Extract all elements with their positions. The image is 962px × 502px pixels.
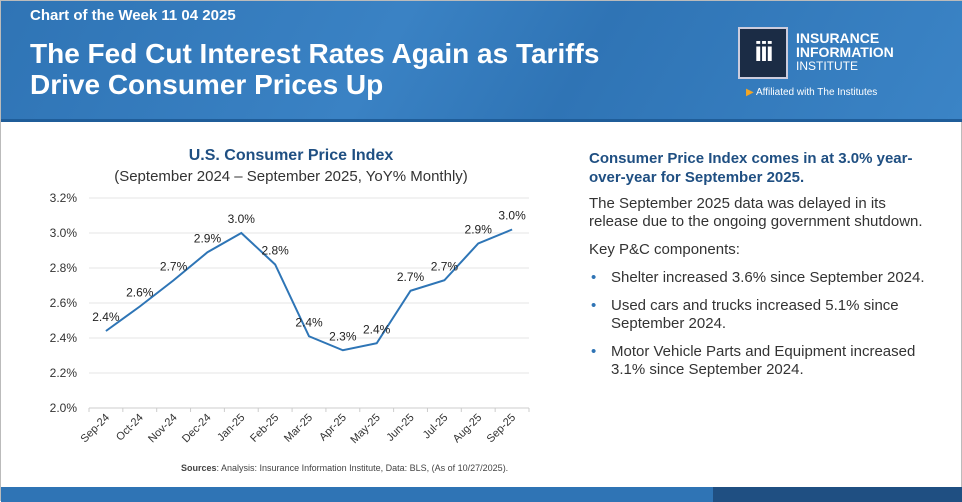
data-label: 2.6% (126, 286, 154, 300)
data-label: 2.7% (431, 259, 459, 273)
source-text: : Analysis: Insurance Information Instit… (217, 463, 509, 473)
y-tick-label: 2.0% (50, 401, 78, 415)
commentary-heading: Consumer Price Index comes in at 3.0% ye… (589, 149, 934, 187)
x-tick-label: Mar-25 (282, 412, 315, 445)
y-tick-label: 2.2% (50, 366, 78, 380)
page-title: The Fed Cut Interest Rates Again as Tari… (30, 38, 630, 100)
bullet-item: Motor Vehicle Parts and Equipment increa… (589, 343, 934, 379)
source-label: Sources (181, 463, 217, 473)
data-label: 3.0% (498, 209, 526, 223)
logo-line2: INFORMATION (796, 45, 894, 59)
data-label: 2.4% (295, 315, 323, 329)
x-tick-label: Oct-24 (114, 412, 146, 444)
data-label: 2.9% (194, 231, 222, 245)
data-label: 2.8% (261, 244, 289, 258)
week-label: Chart of the Week 11 04 2025 (30, 7, 236, 24)
iii-logo-icon: iii (738, 27, 788, 79)
x-tick-label: Jan-25 (215, 412, 247, 444)
logo-line1: INSURANCE (796, 31, 894, 45)
x-tick-label: Aug-25 (451, 412, 485, 446)
x-tick-label: Sep-24 (78, 412, 112, 446)
x-tick-label: May-25 (348, 412, 382, 446)
affiliation-text: Affiliated with The Institutes (756, 87, 877, 98)
data-label: 3.0% (228, 212, 256, 226)
institutes-arrow-icon: ▶ (746, 87, 754, 98)
y-tick-label: 3.0% (50, 226, 78, 240)
cpi-series-line (106, 230, 512, 351)
commentary-paragraph: The September 2025 data was delayed in i… (589, 195, 934, 231)
commentary-panel: Consumer Price Index comes in at 3.0% ye… (589, 149, 934, 389)
source-note: Sources: Analysis: Insurance Information… (181, 463, 508, 473)
footer-accent (713, 487, 962, 502)
chart-title: U.S. Consumer Price Index (1, 147, 581, 165)
x-tick-label: Dec-24 (180, 412, 214, 446)
data-label: 2.7% (160, 259, 188, 273)
logo-text: INSURANCE INFORMATION INSTITUTE (796, 31, 894, 73)
y-tick-label: 3.2% (50, 191, 78, 205)
logo-line3: INSTITUTE (796, 59, 894, 73)
x-tick-label: Nov-24 (146, 412, 180, 446)
bullet-item: Used cars and trucks increased 5.1% sinc… (589, 297, 934, 333)
bullet-list: Shelter increased 3.6% since September 2… (589, 269, 934, 379)
y-tick-label: 2.4% (50, 331, 78, 345)
y-tick-label: 2.8% (50, 261, 78, 275)
data-label: 2.9% (465, 223, 493, 237)
affiliation: ▶ Affiliated with The Institutes (746, 87, 877, 98)
chart-subtitle: (September 2024 – September 2025, YoY% M… (1, 168, 581, 185)
bullet-item: Shelter increased 3.6% since September 2… (589, 269, 934, 287)
data-label: 2.4% (363, 322, 391, 336)
x-tick-label: Feb-25 (248, 412, 281, 445)
components-label: Key P&C components: (589, 241, 934, 259)
y-tick-label: 2.6% (50, 296, 78, 310)
x-tick-label: Apr-25 (317, 412, 349, 444)
x-tick-label: Jun-25 (384, 412, 416, 444)
data-label: 2.4% (92, 310, 120, 324)
x-tick-label: Jul-25 (421, 412, 451, 442)
footer-bar (1, 487, 962, 502)
x-tick-label: Sep-25 (485, 412, 519, 446)
header-banner: Chart of the Week 11 04 2025 The Fed Cut… (1, 1, 962, 122)
data-label: 2.3% (329, 329, 357, 343)
data-label: 2.7% (397, 270, 425, 284)
